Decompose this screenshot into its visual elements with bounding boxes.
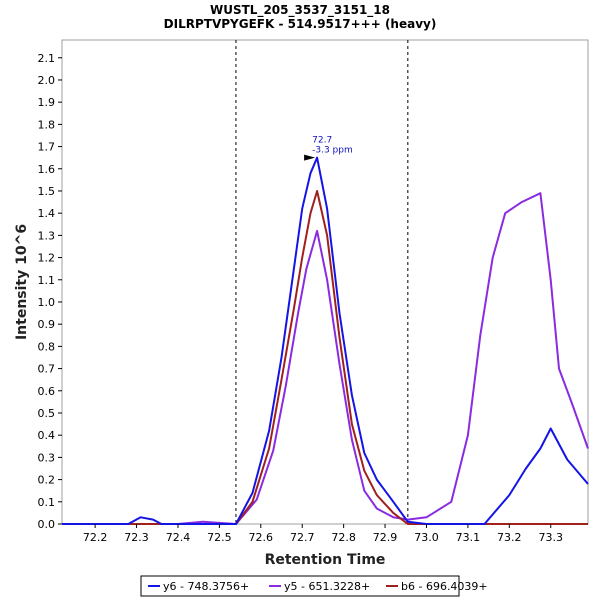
y-tick-label: 1.9 [38,96,56,109]
y-tick-label: 0.1 [38,496,56,509]
chart-subtitle: DILRPTVPYGEFK - 514.9517+++ (heavy) [164,17,437,31]
y-tick-label: 1.3 [38,229,56,242]
x-axis: 72.2 72.3 72.4 72.5 72.6 72.7 72.8 72.9 73.0 73.1… [83,524,563,544]
y-tick-label: 1.8 [38,118,56,131]
y-tick-label: 2.0 [38,74,56,87]
annotation-ppm: -3.3 ppm [312,146,353,156]
x-tick-label: 73.3 [538,531,563,544]
peak-arrow-icon [304,154,316,161]
x-tick-label: 72.5 [207,531,232,544]
y-tick-label: 1.2 [38,252,56,265]
y-tick-label: 0.6 [38,385,56,398]
y-tick-label: 1.6 [38,163,56,176]
x-tick-label: 73.2 [497,531,522,544]
x-tick-label: 72.4 [166,531,191,544]
x-axis-label: Retention Time [265,552,386,568]
x-tick-label: 72.3 [124,531,149,544]
y-axis-label: Intensity 10^6 [14,224,30,340]
x-tick-label: 72.9 [373,531,398,544]
x-tick-label: 72.7 [290,531,315,544]
y-tick-label: 1.0 [38,296,56,309]
series-line-b6 [62,190,588,525]
legend-label: b6 - 696.4039+ [401,580,488,593]
y-tick-label: 0.3 [38,451,56,464]
peak-annotation: 72.7 -3.3 ppm [304,136,353,161]
legend: y6 - 748.3756+ y5 - 651.3228+ b6 - 696.403… [140,575,488,597]
legend-label: y6 - 748.3756+ [163,580,249,593]
x-tick-label: 72.6 [249,531,274,544]
y-tick-label: 0.8 [38,340,56,353]
annotation-rt: 72.7 [312,136,332,146]
y-tick-label: 0.0 [38,518,56,531]
y-tick-label: 0.5 [38,407,56,420]
y-tick-label: 0.7 [38,363,56,376]
y-tick-label: 1.7 [38,141,56,154]
peak-boundaries [235,40,409,524]
y-tick-label: 1.5 [38,185,56,198]
y-tick-label: 0.2 [38,474,56,487]
y-tick-label: 0.9 [38,318,56,331]
x-tick-label: 73.0 [414,531,439,544]
x-tick-label: 72.2 [83,531,108,544]
x-tick-label: 73.1 [456,531,481,544]
plot-area [61,39,589,525]
legend-label: y5 - 651.3228+ [284,580,370,593]
y-tick-label: 1.1 [38,274,56,287]
chart-title: WUSTL_205_3537_3151_18 [210,3,390,18]
y-tick-label: 1.4 [38,207,56,220]
x-tick-label: 72.8 [331,531,356,544]
series-line-y5 [62,192,589,525]
y-tick-label: 2.1 [38,52,56,65]
y-tick-label: 0.4 [38,429,56,442]
y-axis: 0.0 0.1 0.2 0.3 0.4 0.5 0.6 0.7 0.8 0.9 1.0 1.1 1.2 1… [38,52,62,531]
